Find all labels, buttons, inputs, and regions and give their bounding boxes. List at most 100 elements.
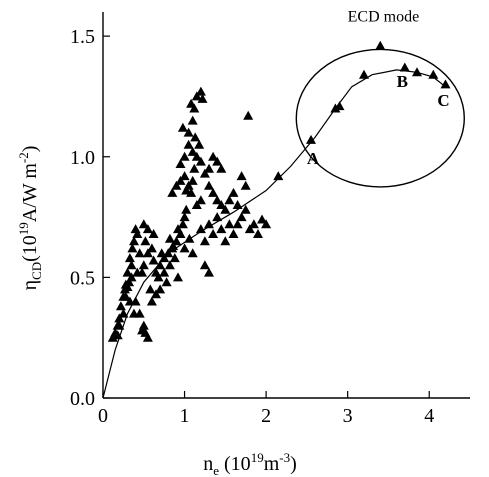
data-point	[204, 163, 214, 173]
data-point	[118, 308, 129, 318]
data-point	[191, 151, 202, 161]
data-point	[199, 168, 210, 178]
x-tick-label: 4	[424, 405, 434, 427]
x-tick-label: 1	[180, 405, 190, 427]
data-point	[330, 103, 341, 113]
data-point	[148, 255, 159, 265]
data-point	[236, 212, 247, 222]
y-label-unit: A/W m	[19, 163, 41, 223]
data-point	[115, 301, 126, 311]
data-point	[142, 224, 153, 234]
data-point	[253, 229, 263, 238]
x-label-sub: e	[213, 463, 219, 477]
data-point	[187, 115, 198, 125]
data-point	[177, 219, 188, 229]
y-label-sup: 19	[16, 222, 31, 235]
data-point	[204, 267, 214, 277]
x-axis-label: ne (1019m-3)	[203, 450, 297, 477]
data-point	[120, 291, 131, 301]
data-point	[224, 195, 235, 205]
data-point	[129, 236, 139, 246]
y-label-close: )	[19, 146, 41, 153]
ecd-mode-ellipse	[295, 48, 465, 188]
data-point	[257, 214, 267, 224]
data-point	[181, 185, 192, 195]
data-point	[132, 267, 143, 277]
data-point	[129, 308, 139, 318]
data-point	[140, 236, 151, 246]
data-point	[145, 284, 156, 294]
axes	[102, 12, 470, 399]
data-point	[159, 253, 170, 263]
data-point	[191, 200, 202, 209]
data-point	[127, 243, 138, 253]
data-point	[134, 248, 145, 258]
point-label: C	[437, 91, 449, 110]
x-label-sup: 19	[251, 450, 264, 465]
data-point	[189, 103, 200, 113]
data-point	[428, 69, 439, 79]
y-tick-label: 1.0	[70, 147, 95, 169]
data-point	[183, 139, 194, 149]
ecd-mode-label: ECD mode	[348, 9, 420, 26]
data-point	[183, 127, 194, 137]
data-point	[187, 248, 198, 258]
data-point	[208, 229, 219, 238]
data-point	[208, 151, 219, 161]
data-point	[151, 289, 161, 299]
data-point	[179, 171, 190, 181]
data-point	[132, 229, 143, 238]
data-point	[220, 236, 231, 246]
data-point	[184, 233, 195, 243]
data-point	[195, 156, 206, 166]
data-point	[228, 187, 239, 197]
data-point	[161, 277, 172, 287]
x-tick-label: 0	[98, 405, 108, 427]
data-point	[212, 212, 223, 222]
data-point	[204, 219, 214, 229]
data-point	[243, 110, 254, 120]
data-point	[232, 200, 243, 209]
data-point	[179, 151, 190, 161]
data-point	[122, 267, 133, 277]
data-point	[186, 187, 197, 197]
data-point	[240, 180, 251, 190]
data-point	[232, 219, 243, 229]
data-point	[112, 330, 123, 340]
ticks: 0 1 2 3 4 0.0 0.5 1.0 1.5	[70, 26, 434, 427]
y-tick-label: 0.0	[70, 388, 95, 410]
data-point	[142, 248, 153, 258]
data-point	[212, 156, 223, 166]
data-point	[107, 332, 118, 342]
y-label-base: η	[19, 280, 41, 290]
data-point	[142, 332, 153, 342]
data-point	[195, 86, 206, 96]
y-axis-label: ηCD(1019A/W m-2)	[16, 146, 44, 291]
data-point	[159, 267, 170, 277]
data-point	[171, 180, 182, 190]
data-point	[126, 260, 137, 270]
data-point	[375, 40, 386, 50]
data-point	[248, 219, 259, 229]
data-point	[224, 219, 235, 229]
data-point	[122, 282, 133, 291]
x-label-rest: (10	[219, 453, 251, 475]
y-label-unit-sup: -2	[16, 152, 31, 163]
data-point	[155, 260, 166, 270]
data-point	[137, 325, 148, 335]
data-point	[173, 272, 183, 282]
data-point	[306, 134, 316, 144]
point-label: B	[397, 72, 408, 91]
data-point	[124, 277, 135, 287]
data-point	[216, 200, 227, 209]
data-point	[114, 313, 125, 323]
data-point	[164, 260, 175, 270]
y-tick-label: 1.5	[70, 26, 95, 48]
data-point	[187, 146, 198, 156]
data-point	[189, 163, 200, 173]
data-points	[107, 40, 451, 342]
data-point	[220, 204, 231, 214]
data-point	[199, 260, 210, 270]
data-point	[164, 233, 175, 243]
